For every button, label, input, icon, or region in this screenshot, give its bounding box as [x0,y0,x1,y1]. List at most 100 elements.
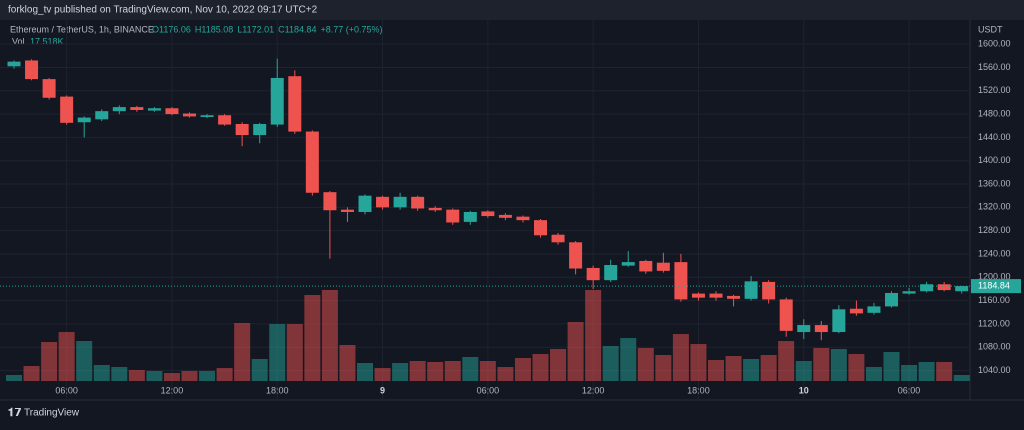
candle-body [130,107,144,111]
candle-body [77,117,91,123]
candle-body [340,209,354,212]
candle-body [604,265,618,281]
volume-bar [304,295,321,381]
volume-bar [637,347,654,381]
volume-bar [936,361,953,381]
candle-body [955,286,969,292]
y-axis-label: USDT [978,24,1003,34]
candle-body [25,60,39,80]
x-tick-label: 18:00 [687,385,710,395]
volume-bar [234,322,251,381]
y-tick-label: 1240.00 [978,248,1011,258]
candle-body [481,211,495,217]
candle-body [797,325,811,333]
volume-bar [901,365,918,381]
volume-bar [374,367,391,381]
candle-body [498,214,512,218]
candle-body [42,79,56,98]
volume-bar [269,324,286,381]
candle-body [779,299,793,331]
volume-bar [813,347,830,381]
x-tick-label: 06:00 [477,385,500,395]
candle-body [183,113,196,117]
candle-body [270,77,284,125]
y-tick-label: 1400.00 [978,155,1011,165]
ohlc-value: C1184.84 [278,24,316,34]
candle-body [463,211,477,222]
candle-body [60,96,74,123]
volume-bar [216,367,233,381]
candle-body [586,267,600,281]
ohlc-value: L1172.01 [237,24,274,34]
publisher: forklog_tv published on TradingView.com,… [8,5,318,16]
candle-body [744,281,758,299]
candle-body [235,123,249,136]
candle-body [832,309,846,333]
candle-body [709,293,723,298]
volume-bar [23,365,40,381]
candle-body [147,108,161,111]
candle-body [200,115,214,117]
candles [7,58,969,341]
logo-mark: 𝟏𝟳 [8,407,22,419]
volume-pane [6,290,970,381]
volume-bar [41,341,58,381]
ohlc-value: +8.77 (+0.75%) [321,24,383,34]
candle-body [937,284,951,291]
volume-bar [321,290,338,381]
y-tick-label: 1440.00 [978,132,1011,142]
candle-body [218,115,232,125]
candle-body [288,76,302,132]
volume-bar [409,360,426,381]
candle-body [165,108,179,115]
candle-body [358,195,372,212]
volume-bar [760,355,777,381]
x-tick-label: 06:00 [898,385,921,395]
candle-body [727,295,741,299]
x-tick-label: 18:00 [266,385,289,395]
last-price-tag [971,279,1021,294]
volume-bar [953,375,970,381]
volume-bar [532,354,549,381]
volume-bar [93,365,110,381]
x-tick-label: 12:00 [582,385,605,395]
volume-bar [585,290,602,381]
volume-bar [725,355,742,381]
volume-bar [286,324,303,381]
volume-bar [848,354,865,381]
volume-bar [181,370,198,381]
volume-bar [883,351,900,381]
last-price-label: 1184.84 [978,280,1010,290]
candle-body [112,107,126,112]
y-tick-label: 1320.00 [978,202,1011,212]
volume-bar [58,332,75,381]
volume-bar [567,321,584,381]
volume-bar [339,345,356,381]
candle-body [762,281,776,300]
candle-body [621,262,635,266]
candle-body [920,284,934,292]
candle-body [323,192,337,211]
y-tick-label: 1120.00 [978,318,1010,328]
candle-body [569,242,583,269]
candle-body [376,196,390,208]
volume-bar [427,361,444,381]
y-tick-label: 1560.00 [978,62,1011,72]
y-tick-label: 1360.00 [978,178,1011,188]
volume-bar [778,340,795,381]
volume-bar [550,349,567,381]
y-tick-label: 1040.00 [978,365,1011,375]
volume-bar [497,366,514,381]
volume-bar [6,375,22,381]
candle-body [95,111,109,120]
ohlc-value: O1176.06 [152,24,191,34]
candle-body [446,209,460,223]
candle-body [7,61,21,67]
header-bar [0,0,1024,20]
symbol: Ethereum / TetherUS, 1h, BINANCE [10,24,154,34]
ohlc-value: H1185.08 [195,24,233,34]
volume-bar [690,344,707,381]
